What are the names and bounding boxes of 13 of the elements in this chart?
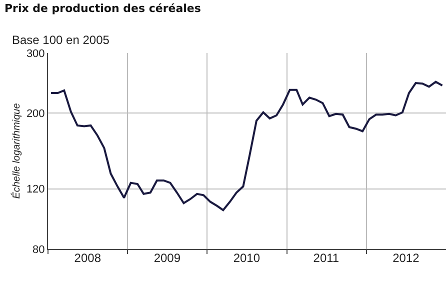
- x-tick-label: 2009: [154, 251, 181, 265]
- chart-title: Prix de production des céréales: [4, 2, 202, 15]
- x-tick-label: 2008: [74, 251, 102, 265]
- x-tick-label: 2012: [392, 251, 420, 265]
- line-series: [50, 80, 444, 212]
- x-tick-label: 2010: [233, 251, 260, 265]
- y-tick-label: 120: [26, 184, 45, 196]
- y-axis-title: Échelle logarithmique: [10, 102, 22, 199]
- y-tick-label: 200: [26, 108, 45, 120]
- y-tick-label: 80: [32, 244, 45, 256]
- y-tick-label: 300: [26, 48, 45, 60]
- x-tick-label: 2011: [313, 251, 340, 265]
- chart-subtitle: Base 100 en 2005: [12, 33, 110, 47]
